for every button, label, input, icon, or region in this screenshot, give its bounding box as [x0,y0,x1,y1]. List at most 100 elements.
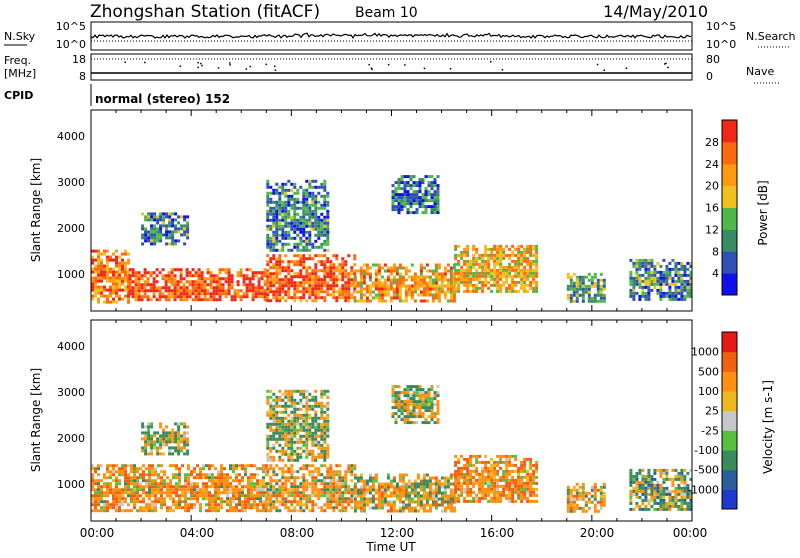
heat-cell-3 [341,290,344,293]
heat-cell-2 [326,506,329,509]
heat-cell-5 [378,285,381,288]
heat-cell-4 [272,201,275,204]
heat-cell-9 [638,280,641,283]
heat-cell-1 [258,283,261,286]
heat-cell-0 [115,280,118,283]
heat-cell-9 [686,268,689,271]
heat-cell-2 [302,476,305,479]
heat-cell-3 [335,269,338,272]
heat-cell-4 [426,480,429,483]
heat-cell-2 [269,497,272,500]
heat-cell-6 [454,488,457,491]
heat-cell-2 [275,482,278,485]
heat-cell-6 [481,476,484,479]
heat-cell-6 [514,458,517,461]
heat-cell-3 [329,278,332,281]
heat-cell-3 [281,393,284,396]
heat-cell-1 [153,286,156,289]
heat-cell-4 [320,246,323,249]
heat-cell-1 [171,295,174,298]
heat-cell-0 [184,500,187,503]
heat-cell-3 [323,438,326,441]
heat-cell-3 [272,263,275,266]
heat-cell-3 [296,417,299,420]
heat-cell-7 [523,287,526,290]
heat-cell-3 [317,278,320,281]
heat-cell-7 [469,275,472,278]
heat-cell-3 [335,257,338,260]
heat-cell-5 [417,279,420,282]
heat-cell-3 [269,414,272,417]
heat-cell-6 [410,205,413,208]
heat-cell-1 [183,431,186,434]
heat-cell-1 [195,292,198,295]
heat-cell-4 [399,507,402,510]
heat-cell-5 [450,288,453,291]
heat-cell-0 [133,476,136,479]
heat-cell-5 [420,291,423,294]
heat-cell-2 [335,479,338,482]
heat-cell-6 [520,494,523,497]
heat-cell-0 [94,470,97,473]
heat-cell-2 [275,497,278,500]
heat-cell-8 [582,285,585,288]
heat-cell-1 [252,295,255,298]
heat-cell-0 [232,497,235,500]
heat-cell-7 [469,266,472,269]
heat-cell-0 [163,485,166,488]
heat-cell-2 [177,239,180,242]
heat-cell-2 [168,218,171,221]
heat-cell-7 [496,251,499,254]
heat-cell-9 [641,262,644,265]
heat-cell-5 [363,300,366,303]
heat-cell-5 [437,409,440,412]
heat-cell-0 [211,494,214,497]
heat-cell-5 [360,267,363,270]
heat-cell-5 [411,294,414,297]
heat-cell-6 [505,458,508,461]
heat-cell-5 [363,282,366,285]
heat-cell-3 [350,293,353,296]
heat-cell-4 [432,498,435,501]
heat-cell-3 [278,459,281,462]
heat-cell-0 [109,476,112,479]
heat-cell-3 [275,272,278,275]
heat-cell-0 [169,482,172,485]
heat-cell-0 [145,473,148,476]
heat-cell-9 [659,298,662,301]
heat-cell-3 [266,414,269,417]
heat-cell-3 [299,299,302,302]
heat-cell-4 [372,483,375,486]
heat-cell-6 [496,500,499,503]
heat-cell-3 [296,296,299,299]
heat-cell-4 [284,189,287,192]
heat-cell-1 [147,280,150,283]
heat-cell-1 [150,286,153,289]
heat-cell-5 [398,397,401,400]
heat-cell-0 [103,301,106,304]
heat-cell-0 [112,253,115,256]
heat-cell-5 [422,421,425,424]
heat-cell-1 [234,295,237,298]
heat-cell-7 [454,290,457,293]
heat-cell-3 [275,402,278,405]
heat-cell-5 [411,285,414,288]
heat-cell-2 [168,236,171,239]
heat-cell-9 [680,298,683,301]
heat-cell-3 [305,287,308,290]
heat-cell-9 [659,295,662,298]
heat-cell-2 [326,482,329,485]
heat-cell-2 [317,470,320,473]
heat-cell-3 [344,287,347,290]
heat-cell-4 [429,477,432,480]
heat-cell-3 [278,266,281,269]
heat-cell-8 [635,475,638,478]
heat-cell-3 [305,269,308,272]
heat-cell-5 [402,276,405,279]
heat-cell-5 [426,285,429,288]
heat-cell-1 [243,277,246,280]
heat-cell-3 [269,299,272,302]
heat-cell-1 [156,437,159,440]
heat-cell-9 [644,295,647,298]
